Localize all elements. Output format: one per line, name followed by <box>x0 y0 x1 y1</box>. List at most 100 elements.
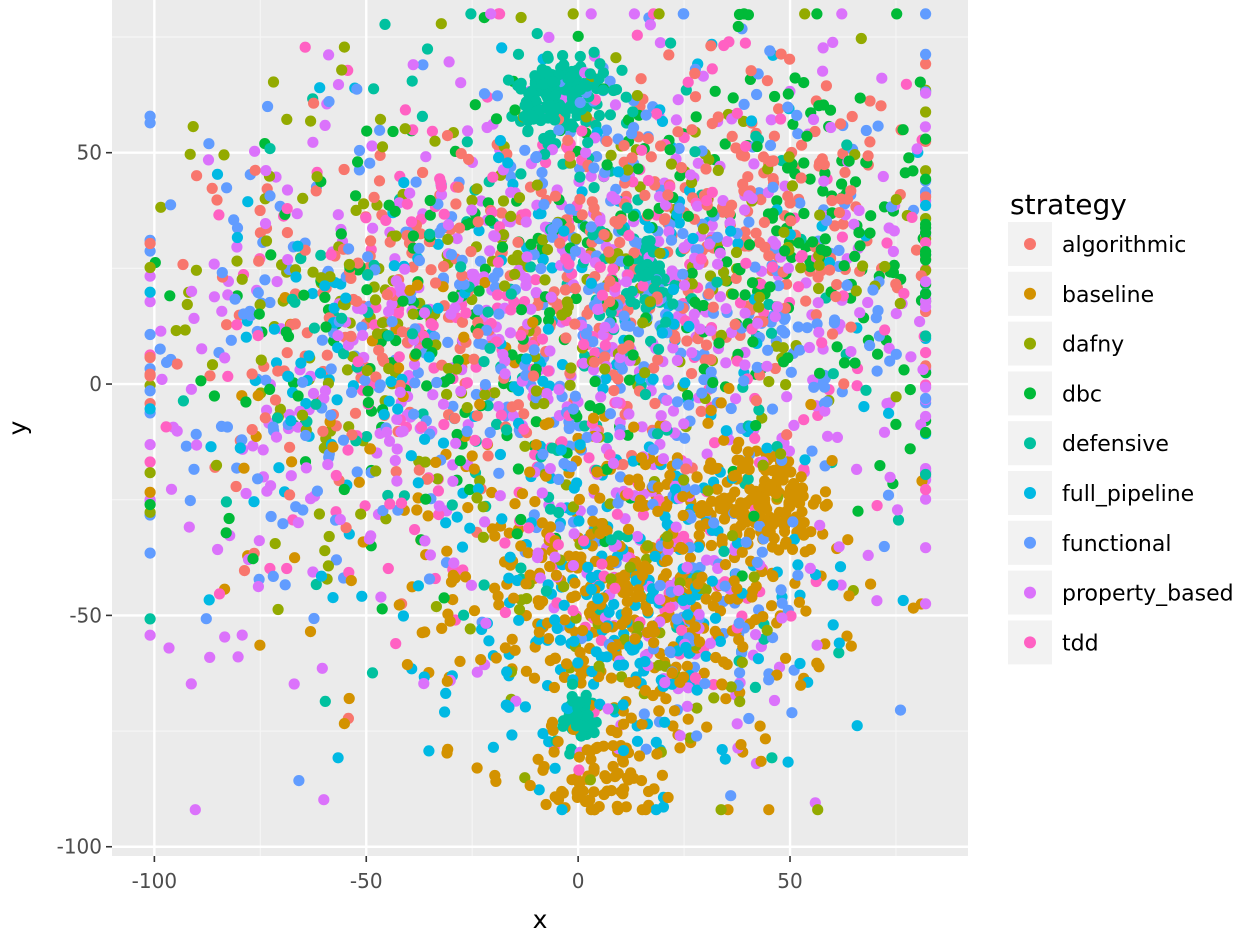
point-property_based <box>620 276 633 288</box>
point-dafny <box>324 271 336 283</box>
point-dbc <box>787 118 799 130</box>
point-dafny <box>920 106 932 118</box>
point-property_based <box>653 235 665 247</box>
point-functional <box>698 374 710 386</box>
point-defensive <box>515 168 527 180</box>
point-functional <box>413 255 425 267</box>
point-property_based <box>232 651 244 663</box>
point-defensive <box>549 89 562 101</box>
point-baseline <box>588 786 600 798</box>
point-full_pipeline <box>792 559 804 571</box>
point-tdd <box>435 177 447 189</box>
point-tdd <box>425 318 437 330</box>
point-baseline <box>720 693 732 705</box>
point-property_based <box>811 639 823 651</box>
point-algorithmic <box>845 321 857 333</box>
point-full_pipeline <box>456 541 469 553</box>
point-property_based <box>253 535 265 547</box>
point-dafny <box>653 8 665 20</box>
point-functional <box>445 249 458 261</box>
point-algorithmic <box>795 172 807 184</box>
point-baseline <box>144 486 156 498</box>
point-baseline <box>718 513 731 525</box>
point-functional <box>279 579 291 591</box>
point-functional <box>620 320 632 332</box>
point-defensive <box>416 110 428 122</box>
point-property_based <box>484 245 496 257</box>
point-functional <box>612 497 624 509</box>
point-property_based <box>281 184 294 196</box>
point-baseline <box>449 572 461 584</box>
point-dbc <box>594 402 606 415</box>
point-dafny <box>376 141 389 153</box>
point-defensive <box>553 506 565 519</box>
point-dbc <box>697 299 710 312</box>
point-tdd <box>491 289 504 301</box>
point-defensive <box>543 130 555 142</box>
point-dafny <box>771 340 783 352</box>
point-algorithmic <box>652 354 664 366</box>
point-full_pipeline <box>692 541 705 553</box>
point-dbc <box>350 190 362 202</box>
point-algorithmic <box>689 67 701 80</box>
point-full_pipeline <box>883 407 895 419</box>
point-full_pipeline <box>799 454 811 466</box>
point-functional <box>600 124 613 136</box>
point-property_based <box>686 347 698 359</box>
point-baseline <box>304 626 317 638</box>
point-functional <box>300 429 312 442</box>
point-functional <box>604 75 616 87</box>
point-full_pipeline <box>851 720 863 732</box>
point-property_based <box>455 385 467 397</box>
point-property_based <box>449 302 461 314</box>
point-dbc <box>789 72 801 84</box>
point-baseline <box>524 466 536 478</box>
point-baseline <box>533 599 546 611</box>
point-full_pipeline <box>858 401 870 413</box>
point-dbc <box>727 288 739 300</box>
point-full_pipeline <box>503 572 515 584</box>
point-baseline <box>515 540 527 552</box>
point-property_based <box>654 37 667 49</box>
point-baseline <box>736 546 748 558</box>
point-functional <box>364 157 376 169</box>
point-algorithmic <box>421 473 433 485</box>
point-property_based <box>667 405 680 417</box>
point-property_based <box>827 36 839 49</box>
point-functional <box>447 400 459 412</box>
point-baseline <box>716 533 728 545</box>
point-dbc <box>836 178 848 190</box>
point-algorithmic <box>835 118 847 130</box>
point-functional <box>719 580 731 592</box>
point-full_pipeline <box>464 522 476 534</box>
point-full_pipeline <box>383 395 395 407</box>
point-property_based <box>739 307 751 319</box>
point-functional <box>154 343 166 355</box>
point-property_based <box>231 241 243 253</box>
point-functional <box>229 293 241 305</box>
point-defensive <box>753 404 765 416</box>
point-dafny <box>708 692 720 704</box>
point-baseline <box>549 791 561 803</box>
point-baseline <box>608 555 620 568</box>
point-defensive <box>597 84 609 96</box>
point-defensive <box>530 95 542 107</box>
point-dafny <box>537 234 549 246</box>
point-algorithmic <box>144 237 156 250</box>
x-axis-title: x <box>533 905 548 934</box>
point-tdd <box>920 484 932 496</box>
point-baseline <box>764 526 776 538</box>
point-functional <box>785 366 797 378</box>
point-baseline <box>600 622 612 634</box>
point-tdd <box>360 212 372 224</box>
point-full_pipeline <box>573 515 585 527</box>
point-tdd <box>898 288 910 300</box>
point-algorithmic <box>826 194 838 207</box>
point-algorithmic <box>862 150 874 162</box>
point-property_based <box>465 579 478 591</box>
point-dafny <box>155 201 167 213</box>
point-property_based <box>685 169 697 181</box>
point-property_based <box>769 311 781 323</box>
point-tdd <box>499 537 511 549</box>
point-functional <box>708 517 720 529</box>
